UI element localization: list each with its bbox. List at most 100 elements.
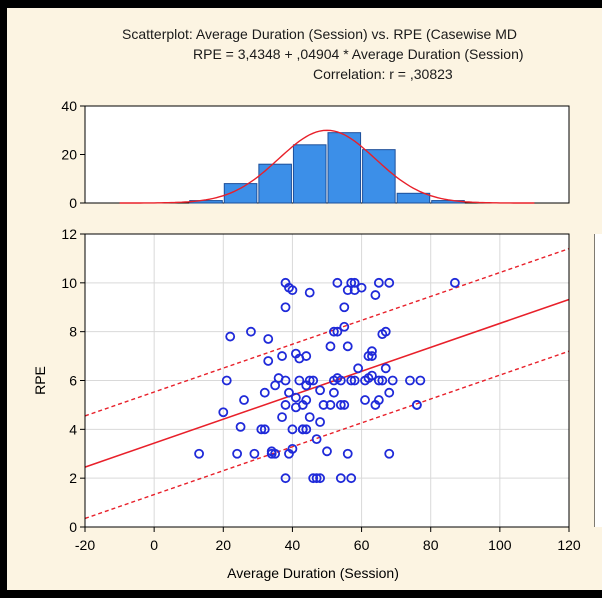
scatter-point (332, 277, 343, 288)
histogram-y-tick-label: 40 (61, 98, 77, 114)
scatter-point (280, 473, 291, 484)
x-axis-tick-label: 100 (488, 537, 512, 553)
scatter-point (377, 375, 388, 386)
scatter-point (263, 334, 274, 344)
regression-equation: RPE = 3,4348 + ,04904 * Average Duration… (193, 46, 524, 62)
scatter-point (325, 341, 336, 352)
scatter-point (346, 473, 357, 484)
scatter-point (308, 375, 319, 386)
scatter-point (280, 375, 291, 386)
scatter-point (304, 412, 315, 423)
y-axis-title: RPE (32, 366, 48, 395)
scatter-point (335, 400, 346, 410)
chart-title: Scatterplot: Average Duration (Session) … (122, 26, 518, 42)
scatter-point (370, 290, 381, 300)
scatter-point (308, 473, 319, 484)
scatter-point (284, 387, 294, 398)
scatter-point (287, 424, 298, 435)
scatter-point (304, 287, 315, 298)
histogram-bar (292, 144, 327, 204)
side-panel-area (595, 234, 602, 527)
scatter-point (304, 375, 315, 386)
scatter-point (315, 417, 325, 427)
scatter-point (367, 370, 377, 381)
scatter-point (301, 395, 312, 405)
scatter-point (232, 448, 243, 459)
x-axis-tick-label: -20 (75, 537, 95, 553)
scatter-point (339, 321, 350, 332)
confidence-band-upper (84, 247, 570, 417)
scatter-point (384, 448, 395, 459)
chart-canvas: 0 20 40 -20 0 20 40 60 80 100 120 0 2 4 6 8 10 12 Average … (32, 98, 602, 581)
scatter-point (405, 375, 415, 386)
scatter-point (318, 400, 329, 410)
scatter-point (342, 341, 353, 352)
scatter-point (311, 434, 322, 445)
scatter-point (315, 385, 325, 396)
y-axis-tick-label: 12 (61, 226, 77, 242)
scatter-point (218, 407, 229, 418)
y-axis-tick-label: 4 (69, 421, 77, 437)
scatter-point (339, 400, 350, 410)
scatter-point (349, 277, 360, 288)
scatter-point (346, 375, 357, 386)
scatter-point (287, 443, 298, 454)
scatter-point (297, 424, 308, 435)
scatter-point (194, 448, 204, 459)
scatter-point (411, 400, 422, 410)
scatter-point (290, 392, 301, 403)
histogram-plot-area (84, 105, 570, 204)
scatter-point (277, 412, 287, 423)
scatter-point (249, 448, 260, 459)
scatter-point (239, 395, 249, 405)
scatter-point (270, 448, 281, 459)
histogram-y-tick-label: 0 (69, 195, 77, 211)
scatter-point (373, 375, 384, 386)
scatter-point (339, 302, 350, 313)
scatter-point (360, 395, 370, 405)
histogram-y-tick-label: 20 (61, 147, 77, 163)
histogram-bar (223, 183, 258, 204)
scatter-point (259, 424, 270, 435)
histogram-bar (327, 132, 362, 204)
scatter-point (287, 285, 298, 296)
scatter-point (256, 424, 267, 435)
chart-window: Scatterplot: Average Duration (Session) … (7, 8, 602, 590)
histogram-bar (362, 149, 396, 204)
scatter-point (367, 351, 377, 361)
scatter-point (356, 282, 367, 293)
y-axis-tick-label: 2 (69, 470, 77, 486)
scatter-point (335, 375, 346, 386)
scatter-point (332, 326, 343, 337)
scatter-point (322, 446, 332, 457)
scatter-point (235, 421, 246, 432)
x-axis-tick-label: 120 (557, 537, 581, 553)
scatter-point (380, 363, 391, 374)
scatter-point (225, 331, 236, 342)
scatter-point (311, 473, 322, 484)
scatter-point (450, 277, 460, 288)
scatter-point (329, 387, 339, 398)
scatter-point (315, 473, 325, 484)
y-axis-tick-label: 8 (69, 324, 77, 340)
x-axis-title: Average Duration (Session) (227, 565, 399, 581)
scatter-point (221, 375, 232, 386)
scatter-point (373, 277, 384, 288)
scatter-point (335, 473, 346, 484)
confidence-band-lower (84, 350, 570, 520)
scatter-point (373, 395, 384, 405)
scatter-point (349, 375, 360, 386)
scatter-point (380, 326, 391, 337)
scatter-point (280, 400, 291, 410)
scatter-point (342, 448, 353, 459)
scatter-point (367, 346, 377, 357)
regression-line (84, 298, 570, 468)
scatter-point (246, 326, 256, 337)
scatter-point (384, 277, 395, 288)
scatter-point (415, 375, 426, 386)
scatter-point (294, 375, 305, 386)
x-axis-tick-label: 0 (150, 537, 158, 553)
scatter-point (263, 356, 274, 366)
scatter-point (259, 387, 270, 398)
scatter-point (277, 351, 287, 361)
